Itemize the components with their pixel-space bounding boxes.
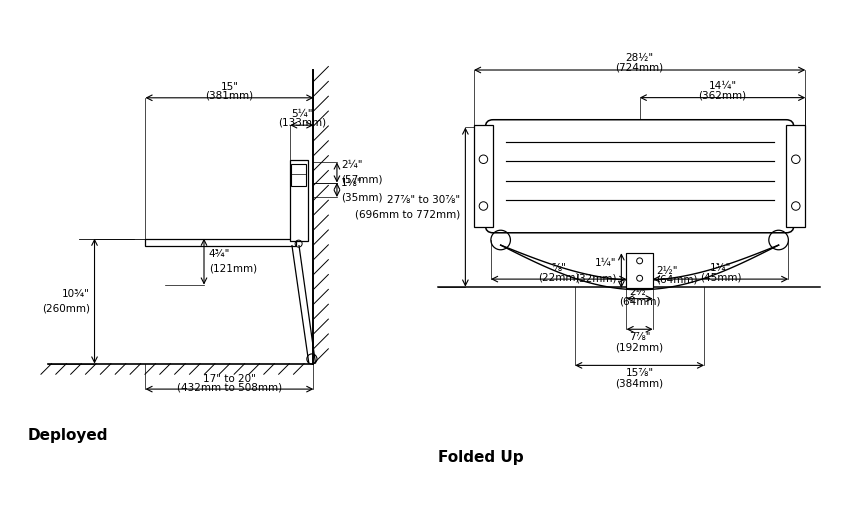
Text: (32mm): (32mm) bbox=[575, 273, 616, 283]
Text: (724mm): (724mm) bbox=[615, 63, 664, 73]
Bar bbox=[145, 239, 296, 245]
Text: 1¾": 1¾" bbox=[710, 263, 731, 273]
Text: (133mm): (133mm) bbox=[278, 118, 326, 128]
Text: (384mm): (384mm) bbox=[615, 378, 664, 388]
Text: 7⅞": 7⅞" bbox=[629, 332, 650, 342]
Text: (22mm): (22mm) bbox=[538, 273, 580, 283]
Text: (362mm): (362mm) bbox=[699, 90, 746, 101]
Text: 5¼": 5¼" bbox=[291, 109, 313, 119]
Text: (35mm): (35mm) bbox=[341, 192, 382, 202]
Text: 14¼": 14¼" bbox=[708, 81, 737, 91]
Text: Deployed: Deployed bbox=[28, 428, 109, 443]
Text: 28½": 28½" bbox=[626, 53, 654, 63]
Text: Folded Up: Folded Up bbox=[438, 450, 524, 464]
Text: 1¼": 1¼" bbox=[595, 258, 616, 268]
Text: 4¾": 4¾" bbox=[209, 249, 230, 259]
Text: 17" to 20": 17" to 20" bbox=[203, 373, 256, 384]
Text: (64mm): (64mm) bbox=[656, 275, 698, 285]
Text: 2½": 2½" bbox=[656, 266, 677, 276]
Text: 1⅛": 1⅛" bbox=[341, 177, 362, 187]
Text: ⅞": ⅞" bbox=[551, 263, 566, 273]
FancyBboxPatch shape bbox=[485, 120, 794, 233]
Text: (192mm): (192mm) bbox=[615, 342, 664, 352]
Text: 2½": 2½" bbox=[629, 287, 650, 297]
Bar bbox=[292, 164, 306, 186]
Text: 10¾": 10¾" bbox=[62, 289, 90, 299]
Text: 27⅞" to 30⅞": 27⅞" to 30⅞" bbox=[387, 195, 460, 205]
Text: (121mm): (121mm) bbox=[209, 264, 257, 274]
Bar bbox=[474, 125, 493, 227]
Bar bbox=[290, 161, 308, 240]
Text: (57mm): (57mm) bbox=[341, 175, 382, 185]
Bar bbox=[786, 125, 805, 227]
Text: (432mm to 508mm): (432mm to 508mm) bbox=[177, 383, 282, 393]
Text: (260mm): (260mm) bbox=[42, 303, 90, 313]
Text: 15⅞": 15⅞" bbox=[626, 368, 654, 378]
Text: (64mm): (64mm) bbox=[619, 296, 660, 306]
Text: (45mm): (45mm) bbox=[700, 273, 741, 283]
Bar bbox=[626, 253, 653, 288]
Text: 2¼": 2¼" bbox=[341, 160, 362, 170]
Text: (696mm to 772mm): (696mm to 772mm) bbox=[355, 210, 460, 219]
Text: (381mm): (381mm) bbox=[206, 90, 253, 101]
Text: 15": 15" bbox=[220, 82, 238, 91]
